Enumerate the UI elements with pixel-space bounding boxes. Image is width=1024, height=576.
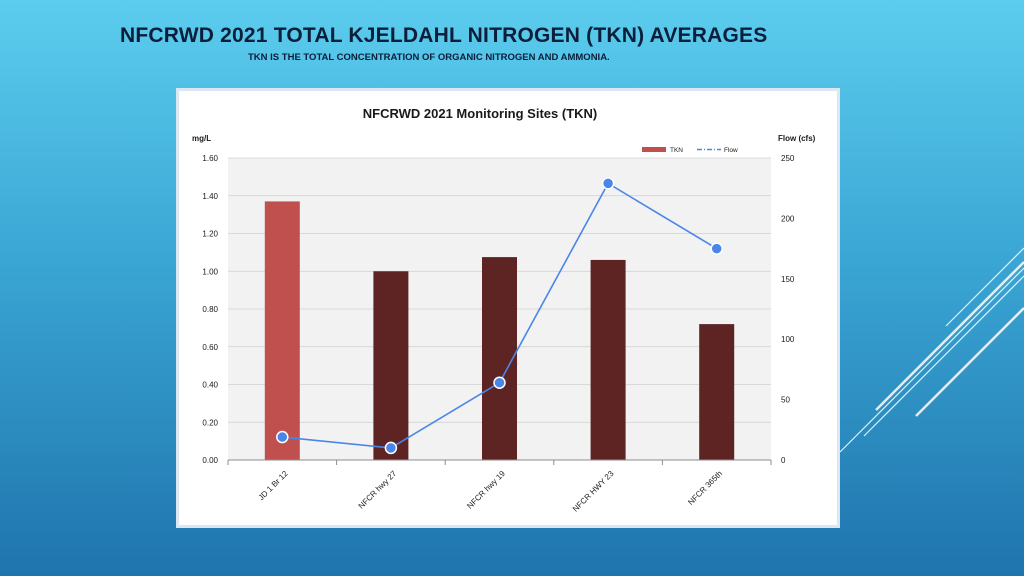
bar-series [264,201,735,460]
y-tick-label: 1.40 [202,192,218,201]
flow-point [710,242,723,255]
flow-point [276,430,289,444]
bar-tkn [373,271,409,460]
y-tick-label: 1.00 [202,267,218,276]
flow-point [384,441,398,455]
slide-subtitle: TKN IS THE TOTAL CONCENTRATION OF ORGANI… [248,52,610,63]
y-tick-label: 0.20 [202,418,218,427]
flow-point [601,177,615,190]
legend-swatch-tkn [642,147,666,152]
chart-svg: 0.00 0.20 0.40 0.60 0.80 1.00 1.20 1.40 1.60 0 50 1… [192,106,816,514]
deco-line [945,247,1024,327]
legend: TKN Flow [642,147,738,154]
axes [227,459,772,465]
y2-tick-label: 100 [781,335,795,344]
x-tick-label: NFCR 365th [686,469,724,507]
flow-point [493,376,506,389]
y-tick-label: 0.60 [202,343,218,352]
y-tick-label: 1.60 [202,154,218,163]
y2-tick-label: 200 [781,214,795,223]
y-axis-title: mg/L [192,134,211,143]
y2-tick-label: 50 [781,396,790,405]
x-tick-label: JD 1 Br 12 [257,469,290,502]
x-tick-label: NFCR hwy 27 [357,469,399,511]
chart-title: NFCRWD 2021 Monitoring Sites (TKN) [363,106,598,121]
y2-axis-title: Flow (cfs) [778,134,816,143]
deco-line [839,267,1024,453]
y-tick-label: 1.20 [202,230,218,239]
y-tick-label: 0.00 [202,456,218,465]
y2-tick-label: 150 [781,275,795,284]
y2-tick-label: 250 [781,154,795,163]
bar-tkn [264,201,300,460]
deco-line [875,261,1024,411]
line-series [276,177,723,455]
y2-tick-label: 0 [781,456,786,465]
legend-label-tkn: TKN [670,147,683,154]
chart-container: 0.00 0.20 0.40 0.60 0.80 1.00 1.20 1.40 1.60 0 50 1… [176,88,840,528]
bar-tkn [590,259,626,460]
deco-line [863,275,1024,437]
x-tick-label: NFCR hwy 19 [465,469,507,511]
bar-tkn [699,324,735,460]
legend-label-flow: Flow [724,147,738,154]
bar-tkn [482,257,517,460]
y-tick-label: 0.80 [202,305,218,314]
x-tick-label: NFCR HWY 23 [571,469,616,514]
y-tick-label: 0.40 [202,381,218,390]
deco-line [915,307,1024,417]
slide-title: NFCRWD 2021 TOTAL KJELDAHL NITROGEN (TKN… [120,24,768,47]
